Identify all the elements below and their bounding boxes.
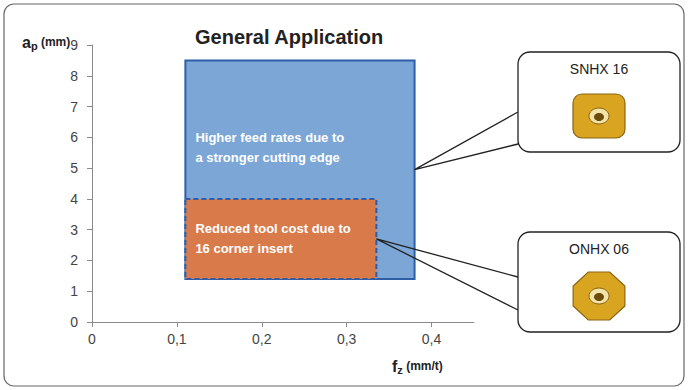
svg-text:(mm): (mm)	[38, 35, 71, 49]
svg-text:16 corner insert: 16 corner insert	[195, 241, 293, 256]
svg-text:General Application: General Application	[195, 26, 383, 48]
svg-text:5: 5	[70, 160, 78, 176]
svg-text:6: 6	[70, 129, 78, 145]
svg-text:0,2: 0,2	[252, 331, 272, 347]
svg-text:0,1: 0,1	[167, 331, 187, 347]
svg-text:0,3: 0,3	[337, 331, 357, 347]
svg-text:a stronger cutting edge: a stronger cutting edge	[195, 150, 339, 165]
svg-text:4: 4	[70, 191, 78, 207]
svg-text:0: 0	[88, 331, 96, 347]
svg-text:9: 9	[70, 37, 78, 53]
svg-text:7: 7	[70, 99, 78, 115]
svg-text:8: 8	[70, 68, 78, 84]
svg-text:(mm/t): (mm/t)	[403, 359, 443, 373]
svg-text:SNHX 16: SNHX 16	[570, 61, 629, 77]
svg-text:a: a	[22, 34, 31, 51]
svg-text:0,4: 0,4	[422, 331, 442, 347]
svg-text:ONHX 06: ONHX 06	[569, 241, 629, 257]
html-text:fz: fz	[392, 357, 403, 376]
svg-text:2: 2	[70, 252, 78, 268]
svg-text:p: p	[30, 40, 38, 52]
svg-text:Reduced tool cost due to: Reduced tool cost due to	[195, 221, 350, 236]
svg-text:3: 3	[70, 222, 78, 238]
svg-text:Higher feed rates due to: Higher feed rates due to	[195, 130, 344, 145]
svg-text:1: 1	[70, 283, 78, 299]
svg-text:0: 0	[70, 314, 78, 330]
